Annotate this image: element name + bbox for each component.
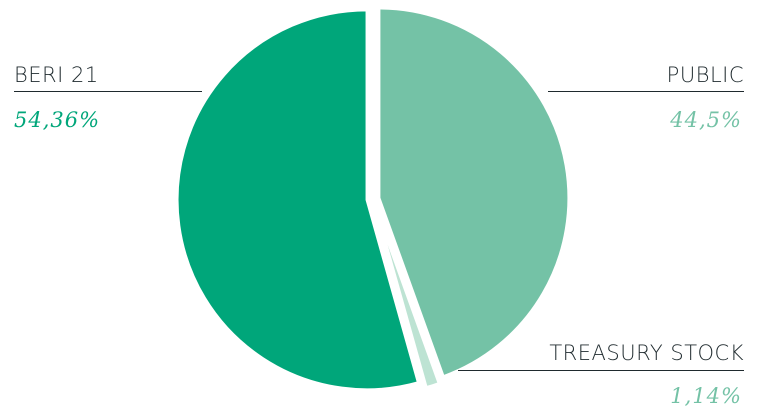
- slice-label-treasury-stock: TREASURY STOCK: [549, 341, 744, 365]
- pie-slice-public: [377, 6, 571, 379]
- slice-value-public: 44,5%: [670, 108, 742, 132]
- label-rule-public: [548, 91, 744, 92]
- slice-value-treasury-stock: 1,14%: [670, 384, 742, 408]
- label-rule-treasury-stock: [458, 370, 744, 371]
- slice-value-beri-21: 54,36%: [14, 108, 101, 132]
- pie-slice-treasury-stock: [373, 204, 442, 390]
- pie-slice-beri-21: [175, 8, 421, 392]
- slice-label-beri-21: BERI 21: [14, 63, 99, 87]
- slice-label-public: PUBLIC: [666, 63, 744, 87]
- label-rule-beri-21: [14, 91, 202, 92]
